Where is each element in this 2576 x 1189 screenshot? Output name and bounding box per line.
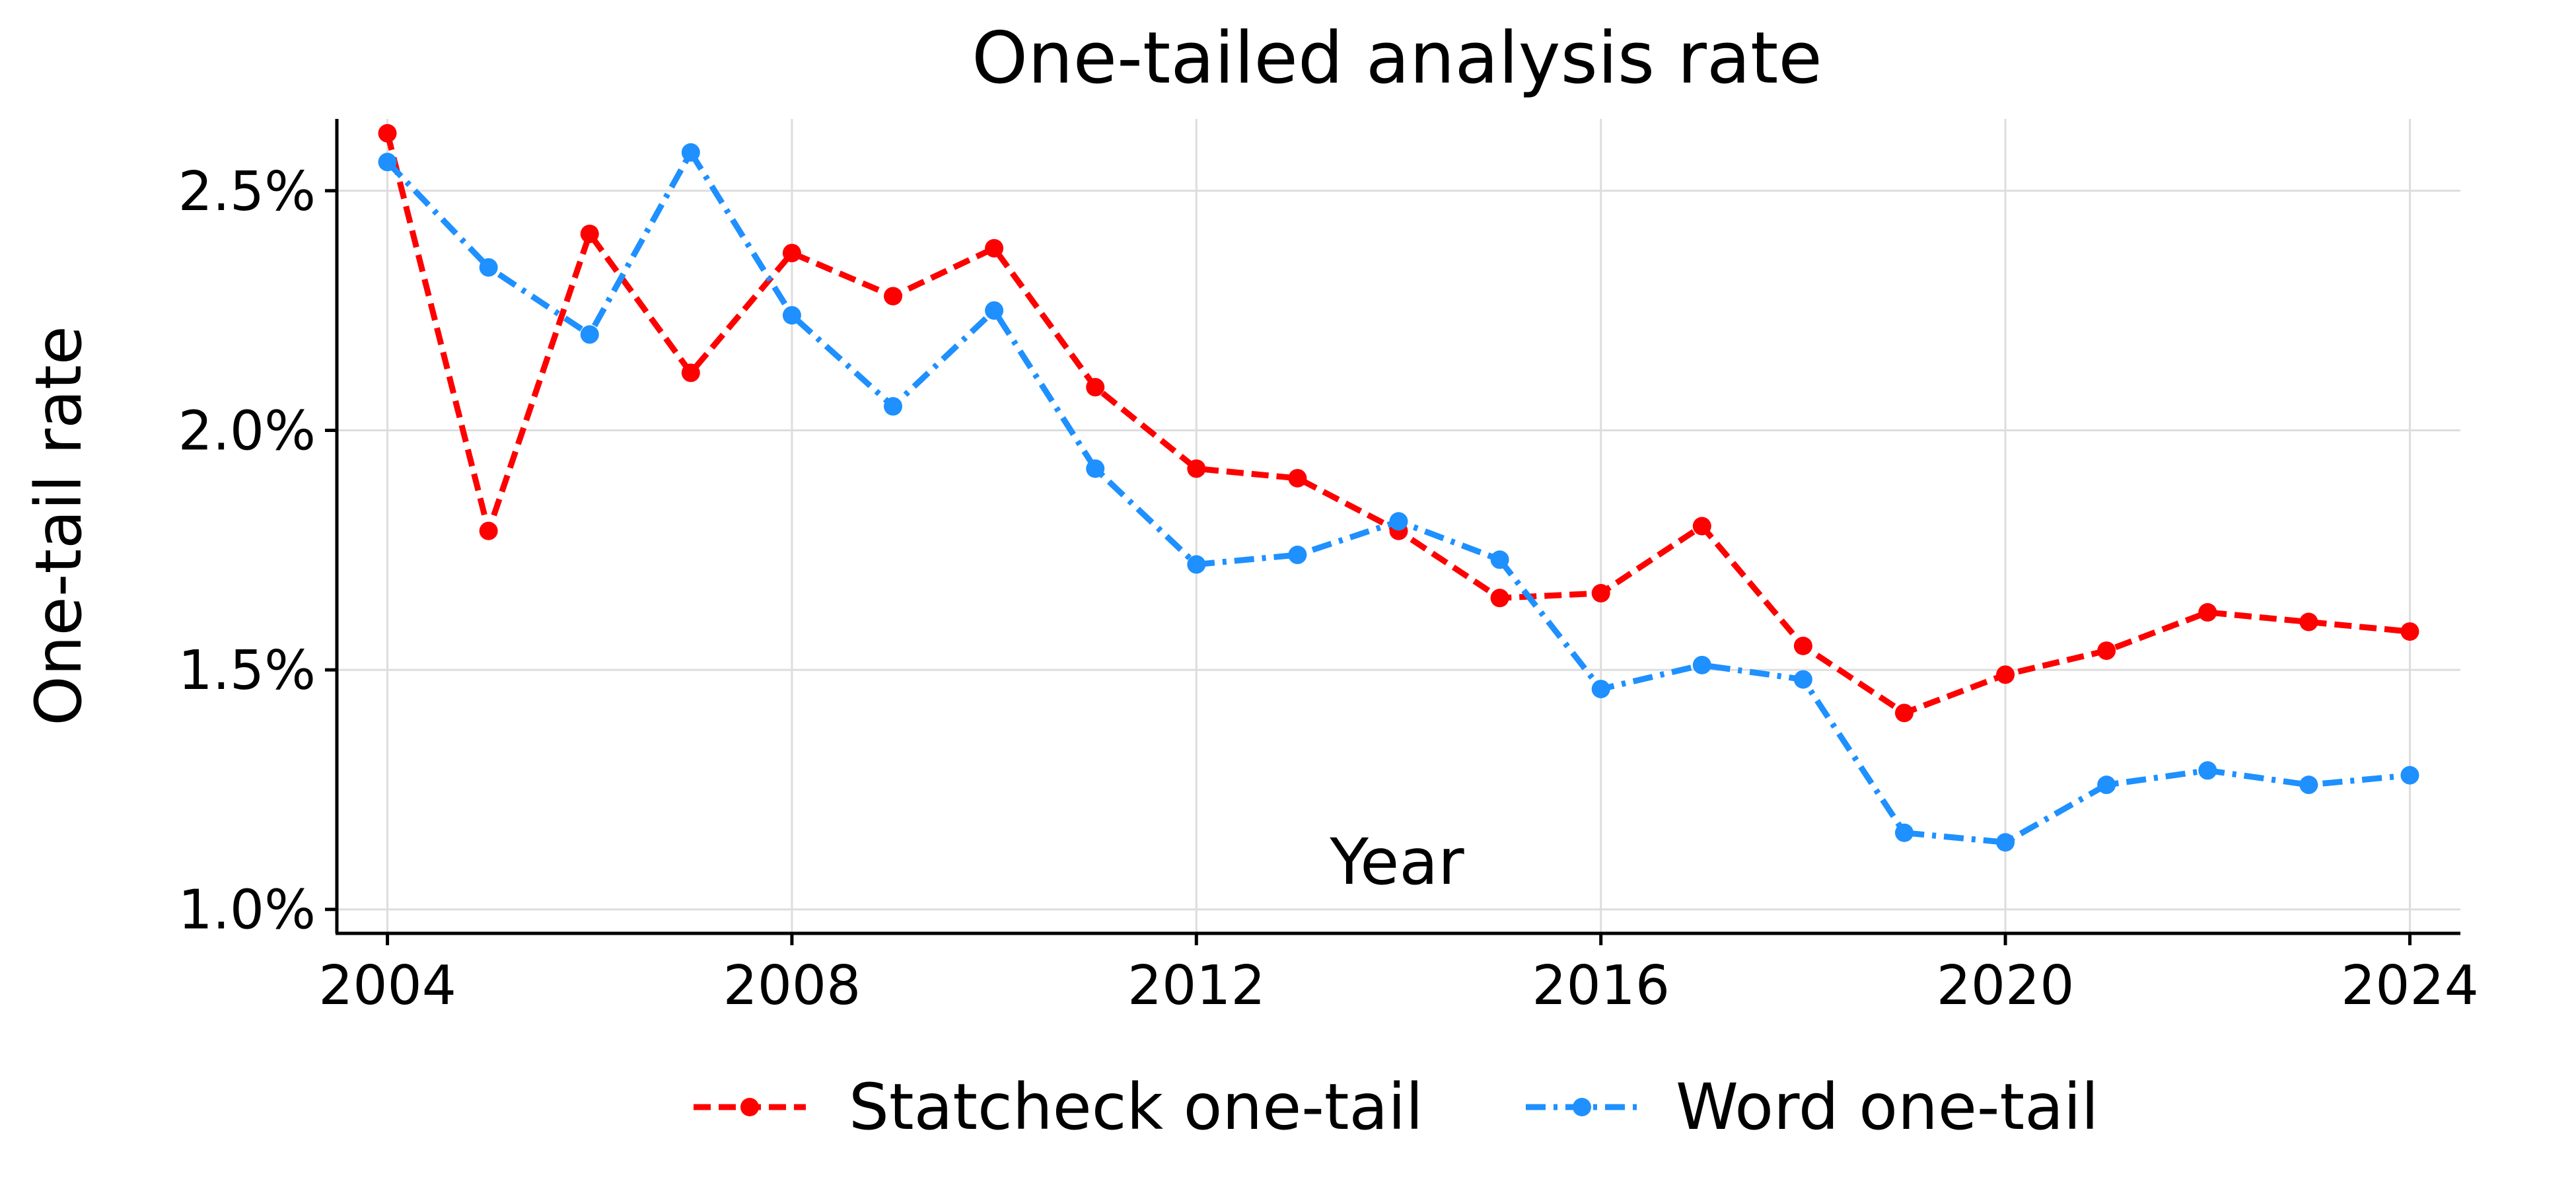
data-point-word-one-tail — [2400, 766, 2419, 785]
series-word-one-tail — [378, 143, 2419, 852]
data-point-word-one-tail — [782, 306, 801, 325]
data-point-word-one-tail — [985, 301, 1004, 320]
y-tick-label: 2.0% — [178, 400, 316, 462]
legend-swatch-marker — [1573, 1098, 1591, 1116]
data-point-statcheck-one-tail — [1894, 703, 1914, 723]
y-tick-label: 2.5% — [178, 161, 316, 223]
data-point-word-one-tail — [1389, 512, 1408, 531]
data-point-word-one-tail — [1490, 550, 1509, 569]
data-point-statcheck-one-tail — [378, 124, 397, 143]
data-point-statcheck-one-tail — [884, 287, 903, 306]
data-point-statcheck-one-tail — [1591, 584, 1610, 603]
data-point-statcheck-one-tail — [681, 363, 700, 382]
data-point-statcheck-one-tail — [580, 225, 599, 244]
x-tick-label: 2004 — [318, 955, 456, 1017]
legend: Statcheck one-tail Word one-tail — [694, 1070, 2098, 1144]
data-point-word-one-tail — [1793, 670, 1812, 689]
data-point-word-one-tail — [580, 325, 599, 344]
data-point-word-one-tail — [884, 397, 903, 416]
data-point-word-one-tail — [1086, 459, 1105, 478]
series-line-statcheck-one-tail — [384, 132, 2410, 716]
data-point-word-one-tail — [1996, 833, 2015, 852]
y-axis-label: One-tail rate — [22, 326, 96, 725]
legend-label: Statcheck one-tail — [849, 1070, 1423, 1144]
data-point-statcheck-one-tail — [1187, 459, 1206, 478]
x-tick-label: 2024 — [2341, 955, 2479, 1017]
data-point-statcheck-one-tail — [1086, 378, 1105, 397]
data-point-word-one-tail — [479, 258, 498, 277]
legend-swatch-marker — [740, 1098, 759, 1116]
data-point-statcheck-one-tail — [782, 244, 801, 263]
axes — [335, 119, 2460, 935]
data-point-word-one-tail — [2097, 775, 2116, 795]
data-point-statcheck-one-tail — [2299, 612, 2318, 631]
legend-entry-statcheck-one-tail: Statcheck one-tail — [694, 1070, 1423, 1144]
data-point-statcheck-one-tail — [2400, 622, 2419, 641]
y-tick-label: 1.0% — [178, 879, 316, 942]
chart-title: One-tailed analysis rate — [972, 17, 1822, 100]
data-point-word-one-tail — [681, 143, 700, 162]
data-point-statcheck-one-tail — [2097, 641, 2116, 661]
data-point-statcheck-one-tail — [1490, 589, 1509, 608]
data-point-statcheck-one-tail — [1692, 517, 1711, 536]
data-point-statcheck-one-tail — [1793, 636, 1812, 655]
data-point-word-one-tail — [2299, 775, 2318, 795]
legend-entry-word-one-tail: Word one-tail — [1526, 1070, 2098, 1144]
y-tick-label: 1.5% — [178, 639, 316, 702]
data-point-word-one-tail — [1692, 655, 1711, 674]
data-point-word-one-tail — [1187, 555, 1206, 574]
data-point-statcheck-one-tail — [1996, 665, 2015, 684]
series-line-word-one-tail — [385, 149, 2410, 846]
data-point-statcheck-one-tail — [985, 238, 1004, 258]
data-point-statcheck-one-tail — [2198, 603, 2217, 622]
data-point-word-one-tail — [1894, 823, 1914, 842]
x-tick-label: 2008 — [723, 955, 861, 1017]
x-tick-label: 2020 — [1937, 955, 2075, 1017]
data-point-word-one-tail — [378, 153, 397, 172]
legend-label: Word one-tail — [1676, 1070, 2098, 1144]
data-point-word-one-tail — [1288, 546, 1307, 565]
tick-labels: 2004 2008 2012 2016 2020 2024 1.0% 1.5% 2.0% 2.5% — [178, 161, 2479, 1017]
series-layer — [378, 124, 2419, 852]
x-axis-label: Year — [1329, 825, 1464, 899]
series-statcheck-one-tail — [378, 124, 2419, 723]
data-point-word-one-tail — [2198, 761, 2217, 780]
gridlines — [337, 119, 2460, 933]
data-point-statcheck-one-tail — [1288, 468, 1307, 487]
x-tick-label: 2016 — [1532, 955, 1670, 1017]
x-tick-label: 2012 — [1127, 955, 1266, 1017]
data-point-statcheck-one-tail — [479, 521, 498, 540]
data-point-word-one-tail — [1591, 680, 1610, 699]
